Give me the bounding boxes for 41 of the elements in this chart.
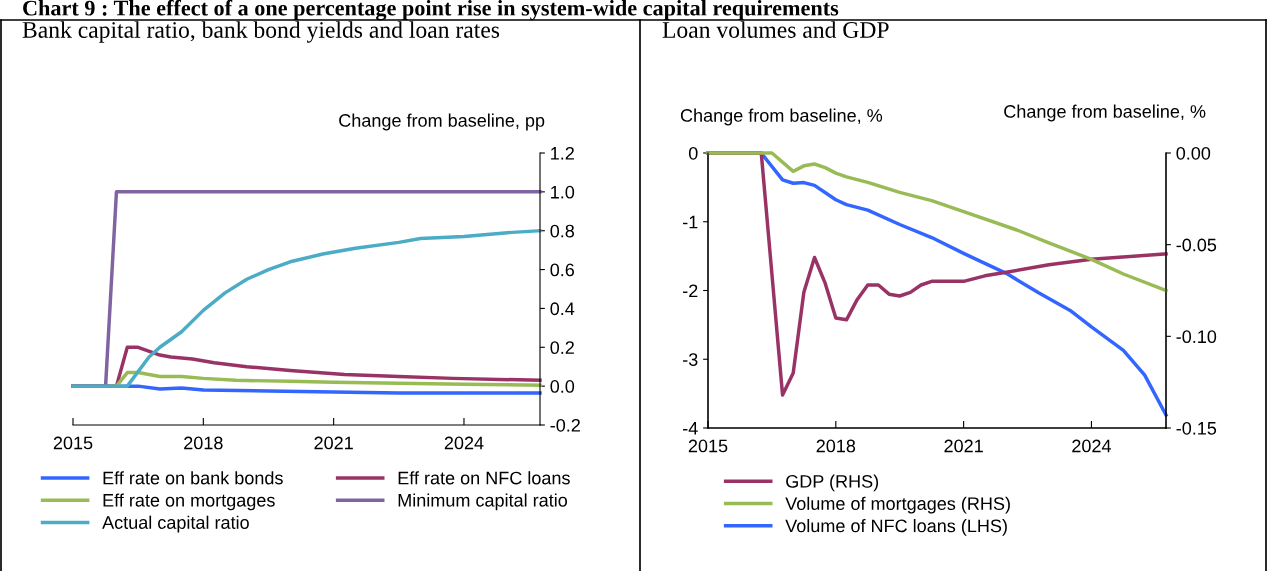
x-tick-label: 2024	[1072, 439, 1111, 453]
legend-label: Actual capital ratio	[102, 515, 249, 533]
legend-label: Eff rate on bank bonds	[103, 471, 283, 485]
x-tick-label: 2018	[816, 439, 856, 453]
caption: Chart 9 : The effect of a one percentage point rise in system-wide capital requirements	[23, 0, 839, 21]
legend-label: Eff rate on mortgages	[103, 493, 275, 511]
legend-label: Minimum capital ratio	[398, 493, 568, 511]
x-tick-label: 2021	[314, 436, 353, 450]
x-tick-label: 2015	[688, 439, 728, 453]
y-tick-label: 0	[688, 146, 698, 160]
line-series	[706, 151, 1168, 293]
y-tick-label: 0.6	[550, 263, 575, 277]
legend-label: Volume of mortgages (RHS)	[785, 496, 1010, 514]
y-tick-label: 0.8	[550, 224, 575, 238]
y-tick-label: 1.0	[551, 185, 575, 199]
y-tick-label: -4	[683, 422, 698, 435]
x-tick-label: 2024	[444, 436, 484, 450]
y2-tick-label: -0.05	[1176, 238, 1217, 252]
y2-tick-label: 0.00	[1176, 146, 1211, 160]
y-tick-label: 1.2	[551, 146, 574, 160]
y-axis-title: Change from baseline, pp	[339, 113, 545, 131]
y2-tick-label: -0.10	[1176, 330, 1217, 344]
y-tick-label: -0.2	[550, 418, 580, 432]
y-axis-title: Change from baseline, %	[680, 108, 883, 126]
y-tick-label: -1	[683, 215, 698, 229]
y2-axis-title: Change from baseline, %	[1004, 104, 1206, 122]
x-tick-label: 2018	[184, 436, 223, 450]
legend-label: GDP (RHS)	[786, 474, 879, 492]
y2-tick-label: -0.15	[1176, 421, 1217, 435]
y-tick-label: -3	[683, 353, 698, 366]
chart-title: Bank capital ratio, bank bond yields and loan rates	[22, 21, 500, 43]
legend-label: Volume of NFC loans (LHS)	[785, 519, 1007, 536]
y-tick-label: -2	[683, 284, 698, 298]
line-series	[71, 228, 542, 388]
chart-title: Loan volumes and GDP	[662, 21, 889, 38]
y-tick-label: 0.4	[550, 302, 575, 316]
x-tick-label: 2015	[53, 436, 93, 450]
x-tick-label: 2021	[944, 439, 983, 453]
legend-label: Eff rate on NFC loans	[398, 471, 570, 485]
y-tick-label: 0.0	[550, 380, 575, 393]
y-tick-label: 0.2	[550, 341, 574, 355]
